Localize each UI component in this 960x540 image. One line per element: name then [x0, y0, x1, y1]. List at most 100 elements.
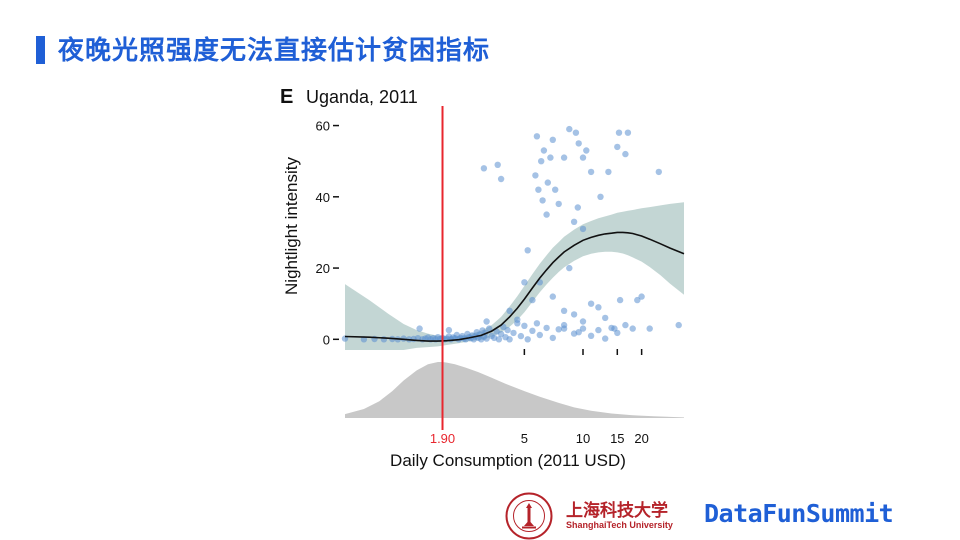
confidence-band	[345, 202, 684, 350]
title-accent-bar	[36, 36, 45, 64]
data-point	[555, 200, 562, 208]
density-plot	[345, 362, 684, 418]
data-point	[524, 247, 531, 254]
fit-line-layer	[344, 231, 685, 342]
data-point	[646, 325, 653, 332]
data-points-layer	[341, 125, 682, 343]
data-point	[615, 129, 623, 136]
data-point	[486, 325, 493, 332]
data-point	[566, 264, 573, 272]
chart-title: Uganda, 2011	[306, 87, 418, 107]
data-point	[638, 293, 645, 300]
y-axis-label: Nightlight intensity	[282, 157, 301, 295]
data-point	[555, 326, 562, 333]
data-point	[533, 320, 541, 327]
data-point	[483, 335, 490, 342]
data-point	[480, 165, 488, 172]
data-point	[547, 154, 554, 161]
data-point	[675, 321, 682, 329]
data-point	[575, 329, 582, 336]
data-point	[622, 150, 629, 158]
data-point	[579, 325, 587, 332]
data-point	[494, 161, 501, 168]
y-tick-label: 20	[316, 261, 330, 276]
confidence-band-layer	[345, 202, 684, 350]
data-point	[495, 336, 503, 343]
x-tick-label: 1.90	[430, 431, 455, 446]
brand-logo-text: DataFunSummit	[704, 499, 894, 528]
data-point	[605, 168, 612, 176]
data-point	[602, 314, 609, 322]
data-point	[595, 326, 602, 334]
data-point	[587, 332, 595, 339]
data-point	[529, 327, 536, 334]
data-point	[416, 325, 423, 332]
y-tick-label: 60	[316, 119, 330, 134]
data-point	[560, 325, 568, 332]
data-point	[524, 336, 531, 343]
data-point	[521, 279, 528, 286]
data-point	[506, 336, 513, 343]
data-point	[535, 186, 542, 193]
panel-label: E	[280, 86, 293, 108]
university-name-en: ShanghaiTech University	[566, 520, 673, 530]
y-tick-label: 0	[323, 332, 330, 347]
data-point	[497, 175, 505, 183]
data-point	[543, 211, 550, 218]
data-point	[570, 218, 578, 225]
slide-title: 夜晚光照强度无法直接估计贫困指标	[58, 36, 491, 66]
data-point	[624, 129, 632, 136]
data-point	[570, 311, 578, 318]
data-point	[560, 154, 568, 161]
data-point	[579, 154, 587, 161]
data-point	[510, 329, 517, 337]
data-point	[552, 186, 559, 193]
data-point	[514, 320, 521, 327]
data-point	[504, 326, 511, 334]
data-point	[506, 307, 513, 314]
data-point	[634, 296, 641, 304]
data-point	[572, 129, 580, 136]
data-point	[655, 168, 662, 176]
data-point	[536, 331, 543, 339]
x-tick-label: 10	[576, 431, 590, 446]
x-axis-label: Daily Consumption (2011 USD)	[390, 451, 626, 470]
data-point	[629, 325, 636, 332]
data-point	[533, 133, 541, 140]
y-tick-label: 40	[316, 190, 330, 205]
data-point	[549, 334, 556, 342]
data-point	[529, 296, 536, 304]
data-point	[549, 293, 556, 300]
data-point	[445, 326, 453, 334]
data-point	[549, 136, 556, 143]
data-point	[616, 296, 624, 304]
x-tick-label: 5	[521, 431, 528, 446]
axis-layer: 0 20 40 60 1.90 5 10 15 20	[316, 119, 649, 446]
data-point	[622, 321, 629, 329]
data-point	[595, 304, 602, 311]
data-point	[614, 143, 621, 151]
data-point	[583, 147, 590, 154]
data-point	[566, 125, 573, 133]
data-point	[611, 325, 618, 332]
data-point	[579, 318, 587, 325]
data-point	[575, 140, 582, 147]
data-point	[597, 193, 604, 200]
data-point	[483, 318, 490, 325]
data-point	[602, 335, 609, 342]
x-tick-label: 15	[610, 431, 624, 446]
x-tick-label: 20	[634, 431, 648, 446]
data-point	[543, 324, 550, 332]
data-point	[560, 307, 568, 314]
density-area	[345, 362, 684, 418]
data-point	[579, 225, 587, 233]
university-name-cn: 上海科技大学	[566, 501, 668, 521]
data-point	[540, 147, 548, 154]
data-point	[532, 172, 539, 179]
data-point	[497, 330, 505, 338]
data-point	[521, 322, 528, 329]
data-point	[587, 300, 595, 307]
data-point	[538, 158, 545, 165]
shanghaitech-seal-logo	[505, 492, 553, 540]
